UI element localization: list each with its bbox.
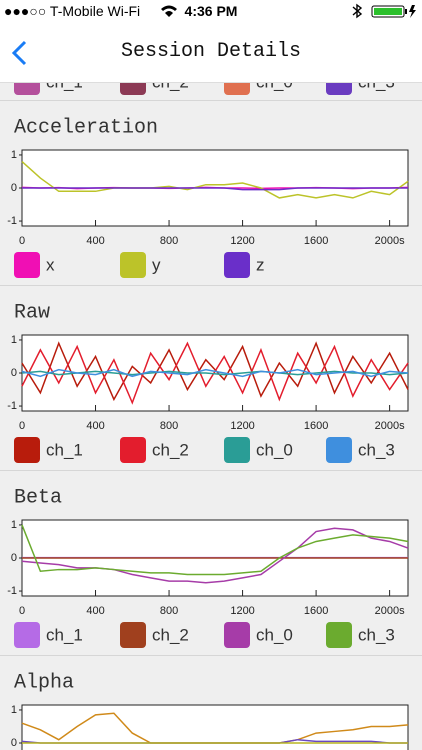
time: 4:36 PM — [184, 3, 238, 19]
legend-label: ch_3 — [358, 440, 395, 459]
status-bar: ●●●○○ T-Mobile Wi-Fi 4:36 PM — [0, 0, 422, 22]
legend-label: z — [256, 255, 265, 274]
y-tick-label: 1 — [11, 704, 17, 716]
y-tick-label: 1 — [11, 334, 17, 346]
x-tick-label: 2000s — [375, 420, 405, 432]
y-tick-label: -1 — [7, 585, 17, 597]
nav-title: Session Details — [120, 40, 302, 63]
legend-swatch — [224, 437, 250, 463]
x-tick-label: 1200 — [230, 420, 254, 432]
legend-swatch — [224, 252, 250, 278]
y-tick-label: 0 — [11, 737, 17, 749]
x-tick-label: 800 — [160, 605, 178, 617]
x-tick-label: 2000s — [375, 235, 405, 247]
x-tick-label: 400 — [86, 420, 104, 432]
legend-label: ch_2 — [152, 625, 189, 644]
y-tick-label: 0 — [11, 182, 17, 194]
nav-bar: Session Details — [0, 22, 422, 83]
y-tick-label: 1 — [11, 149, 17, 161]
x-tick-label: 400 — [86, 235, 104, 247]
legend-swatch — [14, 622, 40, 648]
legend-label: ch_3 — [358, 625, 395, 644]
legend-label: ch_0 — [256, 440, 293, 459]
system-icons — [352, 3, 416, 19]
legend-label: y — [152, 255, 161, 274]
series-line — [22, 187, 408, 191]
x-tick-label: 800 — [160, 235, 178, 247]
carrier: ●●●○○ T-Mobile Wi-Fi — [4, 3, 141, 19]
legend-swatch — [326, 437, 352, 463]
legend-swatch — [120, 622, 146, 648]
x-tick-label: 1200 — [230, 235, 254, 247]
series-line — [21, 524, 409, 576]
x-tick-label: 2000s — [375, 605, 405, 617]
section-title: Raw — [14, 301, 50, 324]
x-tick-label: 400 — [86, 605, 104, 617]
y-tick-label: -1 — [7, 400, 17, 412]
x-tick-label: 800 — [160, 420, 178, 432]
x-tick-label: 0 — [19, 605, 25, 617]
x-tick-label: 1600 — [304, 605, 328, 617]
section: Alpha 1 0 — [0, 655, 422, 750]
x-tick-label: 1600 — [304, 235, 328, 247]
legend-swatch — [120, 252, 146, 278]
x-tick-label: 1600 — [304, 420, 328, 432]
series-line — [21, 368, 409, 378]
y-tick-label: -1 — [7, 215, 17, 227]
legend-label: x — [46, 255, 55, 274]
section-title: Beta — [14, 486, 62, 509]
x-tick-label: 1200 — [230, 605, 254, 617]
y-tick-label: 0 — [11, 367, 17, 379]
legend-swatch — [14, 437, 40, 463]
legend-label: ch_2 — [152, 440, 189, 459]
legend-swatch — [326, 622, 352, 648]
legend-label: ch_1 — [46, 625, 83, 644]
x-tick-label: 0 — [19, 420, 25, 432]
section-title: Alpha — [14, 671, 74, 694]
legend-label: ch_1 — [46, 440, 83, 459]
legend-swatch — [224, 622, 250, 648]
wifi-icon — [161, 5, 177, 17]
x-tick-label: 0 — [19, 235, 25, 247]
section-title: Acceleration — [14, 116, 158, 139]
y-tick-label: 0 — [11, 552, 17, 564]
legend-swatch — [120, 437, 146, 463]
y-tick-label: 1 — [11, 519, 17, 531]
legend-swatch — [14, 252, 40, 278]
series-line — [21, 161, 409, 199]
series-line — [21, 527, 409, 584]
legend-label: ch_0 — [256, 625, 293, 644]
back-button[interactable] — [10, 40, 30, 66]
